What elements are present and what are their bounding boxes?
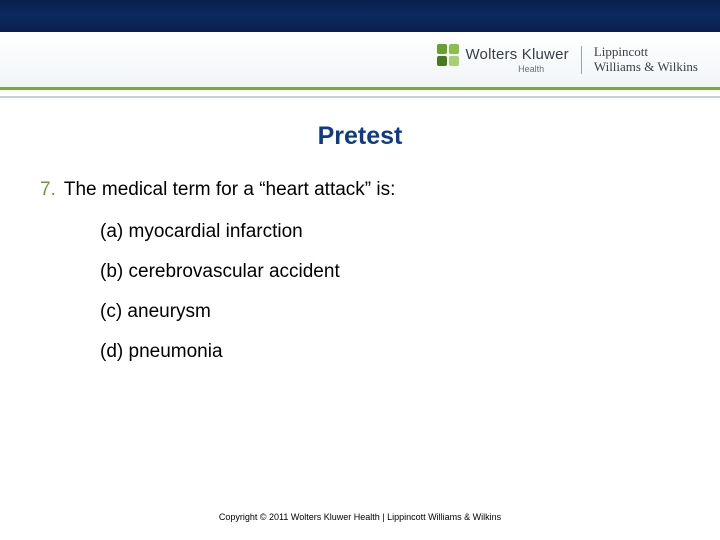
options-list: (a) myocardial infarction (b) cerebrovas… [40, 221, 680, 363]
option-d: (d) pneumonia [100, 341, 680, 363]
slide-content: Pretest 7. The medical term for a “heart… [0, 98, 720, 363]
brand-right-line2: Williams & Wilkins [594, 60, 698, 75]
question-text: The medical term for a “heart attack” is… [64, 179, 396, 201]
option-a: (a) myocardial infarction [100, 221, 680, 243]
question-number: 7. [40, 179, 56, 201]
copyright-footer: Copyright © 2011 Wolters Kluwer Health |… [0, 512, 720, 522]
brand-left: Wolters Kluwer Health [465, 46, 581, 74]
slide-header: Wolters Kluwer Health Lippincott William… [0, 0, 720, 98]
option-c: (c) aneurysm [100, 301, 680, 323]
header-blue-bar [0, 0, 720, 32]
brand-left-name: Wolters Kluwer [465, 46, 568, 63]
brand-block: Wolters Kluwer Health Lippincott William… [437, 45, 698, 75]
question-line: 7. The medical term for a “heart attack”… [40, 179, 680, 201]
wolters-kluwer-logo-icon [437, 44, 459, 66]
brand-right-line1: Lippincott [594, 45, 698, 60]
header-thin-rule [0, 96, 720, 98]
header-brand-band: Wolters Kluwer Health Lippincott William… [0, 32, 720, 90]
brand-right: Lippincott Williams & Wilkins [582, 45, 698, 75]
brand-left-sub: Health [518, 64, 544, 74]
slide-title: Pretest [40, 122, 680, 151]
option-b: (b) cerebrovascular accident [100, 261, 680, 283]
